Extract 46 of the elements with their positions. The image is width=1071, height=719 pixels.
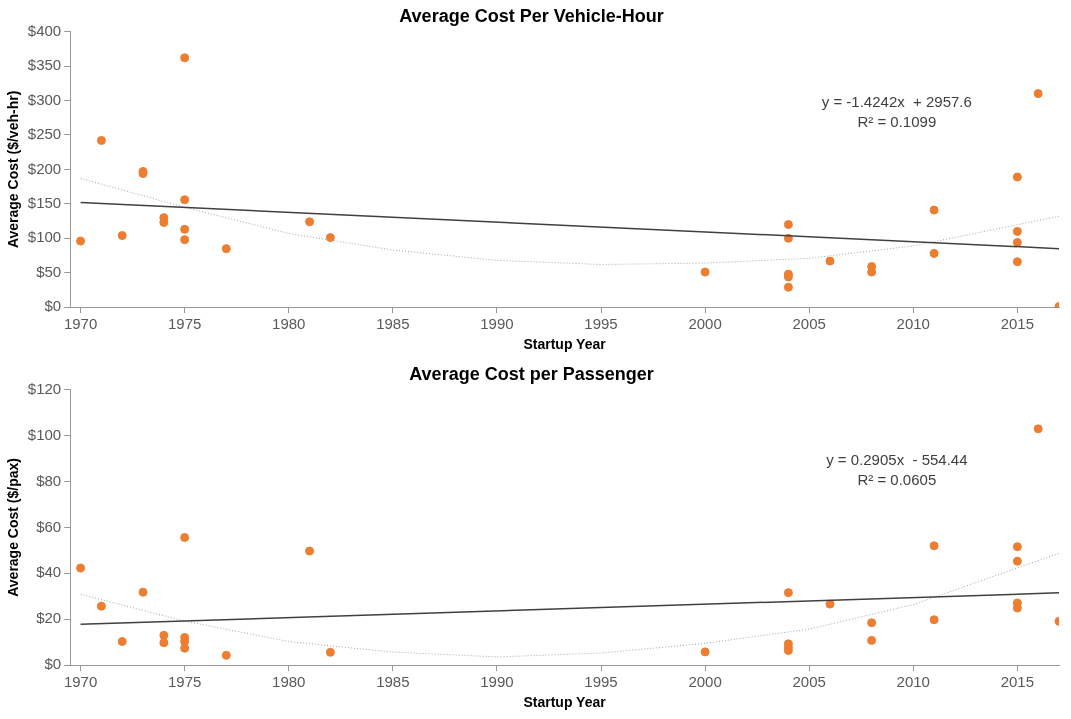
- annotation: y = 0.2905x - 554.44: [826, 451, 968, 469]
- x-tick-label: 1970: [63, 315, 98, 333]
- x-tick-label: 2015: [1000, 315, 1035, 333]
- y-tick-label: $200: [27, 159, 62, 177]
- annotation: R² = 0.0605: [857, 471, 937, 489]
- y-tick-label: $60: [36, 517, 62, 535]
- y-tick-label: $250: [27, 125, 62, 143]
- y-tick-label: $0: [44, 297, 62, 315]
- x-tick-label: 1985: [376, 673, 410, 691]
- y-tick-label: $300: [27, 90, 62, 108]
- x-tick-label: 2000: [688, 673, 722, 691]
- x-axis-title: Startup Year: [523, 694, 607, 711]
- x-tick-label: 1980: [272, 673, 306, 691]
- x-tick-label: 1975: [167, 315, 202, 333]
- x-tick-label: 1980: [272, 315, 306, 333]
- y-tick-label: $100: [27, 425, 62, 443]
- x-tick-label: 2015: [1000, 673, 1035, 691]
- y-tick-label: $50: [36, 262, 62, 280]
- x-tick-label: 1970: [63, 673, 98, 691]
- x-tick-label: 1990: [480, 673, 514, 691]
- x-tick-label: 1995: [584, 315, 618, 333]
- y-axis-title: Average Cost ($/veh-hr): [5, 90, 22, 249]
- y-tick-label: $350: [27, 56, 62, 74]
- y-tick-label: $80: [36, 471, 62, 489]
- x-tick-label: 2010: [896, 673, 930, 691]
- x-tick-label: 1995: [584, 673, 618, 691]
- chart-title: Average Cost Per Vehicle-Hour: [399, 5, 664, 26]
- y-axis-title: Average Cost ($/pax): [5, 458, 22, 597]
- y-tick-label: $150: [27, 193, 62, 211]
- annotation: y = -1.4242x + 2957.6: [821, 93, 972, 111]
- x-tick-label: 1985: [376, 315, 410, 333]
- x-tick-label: 2000: [688, 315, 722, 333]
- x-tick-label: 1990: [480, 315, 514, 333]
- y-tick-label: $0: [44, 655, 62, 673]
- x-tick-label: 2005: [792, 315, 826, 333]
- y-tick-label: $20: [36, 609, 62, 627]
- x-tick-label: 1975: [167, 673, 202, 691]
- y-tick-label: $100: [27, 228, 62, 246]
- annotation: R² = 0.1099: [857, 113, 937, 131]
- y-tick-label: $120: [27, 379, 62, 397]
- y-tick-label: $40: [36, 563, 62, 581]
- x-axis-title: Startup Year: [523, 336, 607, 353]
- y-tick-label: $400: [27, 21, 62, 39]
- x-tick-label: 2005: [792, 673, 826, 691]
- chart-title: Average Cost per Passenger: [409, 363, 654, 384]
- x-tick-label: 2010: [896, 315, 930, 333]
